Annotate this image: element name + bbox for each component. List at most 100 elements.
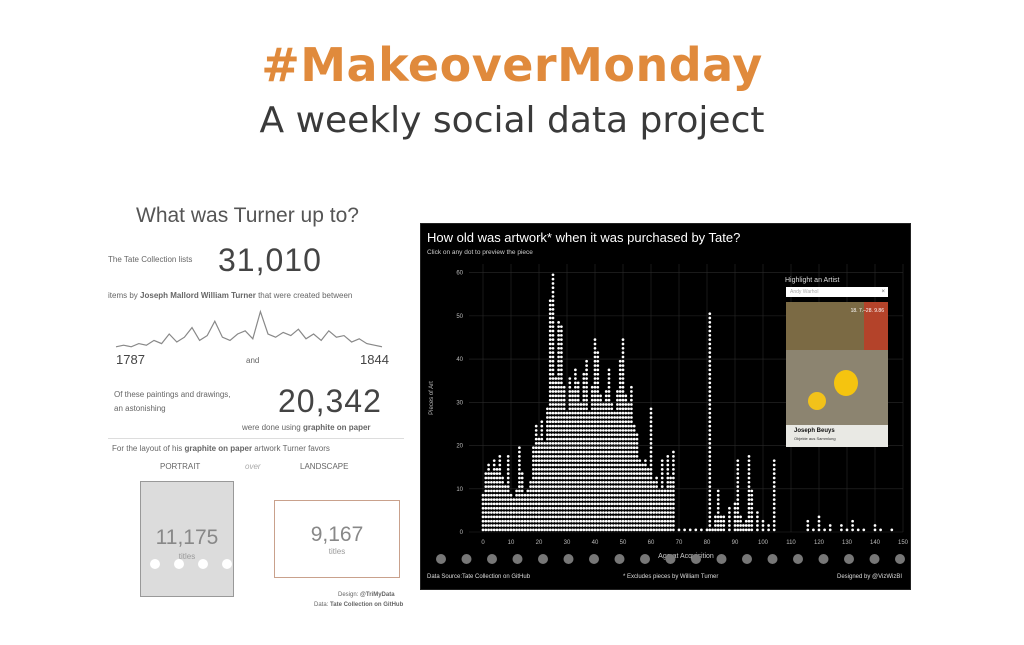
data-dot[interactable] <box>663 519 667 523</box>
data-dot[interactable] <box>658 528 661 532</box>
nav-dot[interactable] <box>640 554 650 564</box>
data-dot[interactable] <box>621 463 625 467</box>
data-dot[interactable] <box>613 493 616 497</box>
data-dot[interactable] <box>557 403 560 406</box>
data-dot[interactable] <box>747 476 751 480</box>
data-dot[interactable] <box>596 351 600 354</box>
data-dot[interactable] <box>532 498 535 501</box>
data-dot[interactable] <box>506 463 510 467</box>
data-dot[interactable] <box>585 524 588 527</box>
data-dot[interactable] <box>828 524 832 527</box>
data-dot[interactable] <box>501 485 504 488</box>
data-dot[interactable] <box>621 472 625 475</box>
data-dot[interactable] <box>537 498 541 501</box>
data-dot[interactable] <box>548 398 552 402</box>
data-dot[interactable] <box>610 485 614 488</box>
data-dot[interactable] <box>649 424 653 428</box>
data-dot[interactable] <box>638 493 642 497</box>
data-dot[interactable] <box>590 424 594 428</box>
data-dot[interactable] <box>585 463 588 467</box>
data-dot[interactable] <box>599 446 602 450</box>
data-dot[interactable] <box>484 493 488 497</box>
data-dot[interactable] <box>655 506 658 510</box>
data-dot[interactable] <box>596 515 600 519</box>
data-dot[interactable] <box>599 463 602 467</box>
data-dot[interactable] <box>607 368 611 372</box>
data-dot[interactable] <box>487 524 490 527</box>
data-dot[interactable] <box>565 480 569 484</box>
data-dot[interactable] <box>554 429 558 432</box>
data-dot[interactable] <box>607 411 611 415</box>
data-dot[interactable] <box>610 489 614 493</box>
data-dot[interactable] <box>546 493 549 497</box>
data-dot[interactable] <box>590 480 594 484</box>
data-dot[interactable] <box>554 385 558 389</box>
data-dot[interactable] <box>487 485 490 488</box>
data-dot[interactable] <box>554 437 558 441</box>
data-dot[interactable] <box>520 485 524 488</box>
data-dot[interactable] <box>579 502 583 506</box>
data-dot[interactable] <box>742 524 745 527</box>
data-dot[interactable] <box>571 463 574 467</box>
data-dot[interactable] <box>548 476 552 480</box>
data-dot[interactable] <box>588 455 591 458</box>
data-dot[interactable] <box>602 502 605 506</box>
data-dot[interactable] <box>574 390 577 393</box>
data-dot[interactable] <box>610 450 614 454</box>
data-dot[interactable] <box>562 450 566 454</box>
data-dot[interactable] <box>560 381 563 385</box>
data-dot[interactable] <box>630 437 633 441</box>
data-dot[interactable] <box>576 519 580 523</box>
data-dot[interactable] <box>593 420 597 424</box>
data-dot[interactable] <box>621 372 625 376</box>
data-dot[interactable] <box>624 433 628 437</box>
data-dot[interactable] <box>506 519 510 523</box>
data-dot[interactable] <box>554 381 558 385</box>
data-dot[interactable] <box>515 502 518 506</box>
data-dot[interactable] <box>708 519 712 523</box>
data-dot[interactable] <box>644 528 647 532</box>
data-dot[interactable] <box>736 524 740 527</box>
data-dot[interactable] <box>537 455 541 458</box>
data-dot[interactable] <box>582 467 586 471</box>
data-dot[interactable] <box>562 455 566 458</box>
data-dot[interactable] <box>635 511 639 514</box>
data-dot[interactable] <box>557 372 560 376</box>
data-dot[interactable] <box>548 416 552 419</box>
data-dot[interactable] <box>638 498 642 501</box>
data-dot[interactable] <box>495 485 499 488</box>
data-dot[interactable] <box>632 493 636 497</box>
data-dot[interactable] <box>599 394 602 398</box>
data-dot[interactable] <box>582 485 586 488</box>
data-dot[interactable] <box>610 463 614 467</box>
data-dot[interactable] <box>571 480 574 484</box>
data-dot[interactable] <box>543 528 546 532</box>
data-dot[interactable] <box>518 493 521 497</box>
data-dot[interactable] <box>504 498 507 501</box>
data-dot[interactable] <box>610 472 614 475</box>
data-dot[interactable] <box>492 459 496 463</box>
data-dot[interactable] <box>590 472 594 475</box>
data-dot[interactable] <box>649 524 653 527</box>
data-dot[interactable] <box>616 411 619 415</box>
data-dot[interactable] <box>537 450 541 454</box>
data-dot[interactable] <box>498 476 502 480</box>
data-dot[interactable] <box>669 476 672 480</box>
data-dot[interactable] <box>512 511 516 514</box>
data-dot[interactable] <box>618 372 622 376</box>
data-dot[interactable] <box>616 511 619 514</box>
data-dot[interactable] <box>560 437 563 441</box>
data-dot[interactable] <box>571 472 574 475</box>
data-dot[interactable] <box>641 506 644 510</box>
data-dot[interactable] <box>669 519 672 523</box>
data-dot[interactable] <box>610 524 614 527</box>
data-dot[interactable] <box>554 403 558 406</box>
data-dot[interactable] <box>554 472 558 475</box>
data-dot[interactable] <box>750 489 754 493</box>
data-dot[interactable] <box>641 489 644 493</box>
data-dot[interactable] <box>548 511 552 514</box>
data-dot[interactable] <box>565 450 569 454</box>
data-dot[interactable] <box>856 528 860 532</box>
data-dot[interactable] <box>621 498 625 501</box>
data-dot[interactable] <box>632 485 636 488</box>
